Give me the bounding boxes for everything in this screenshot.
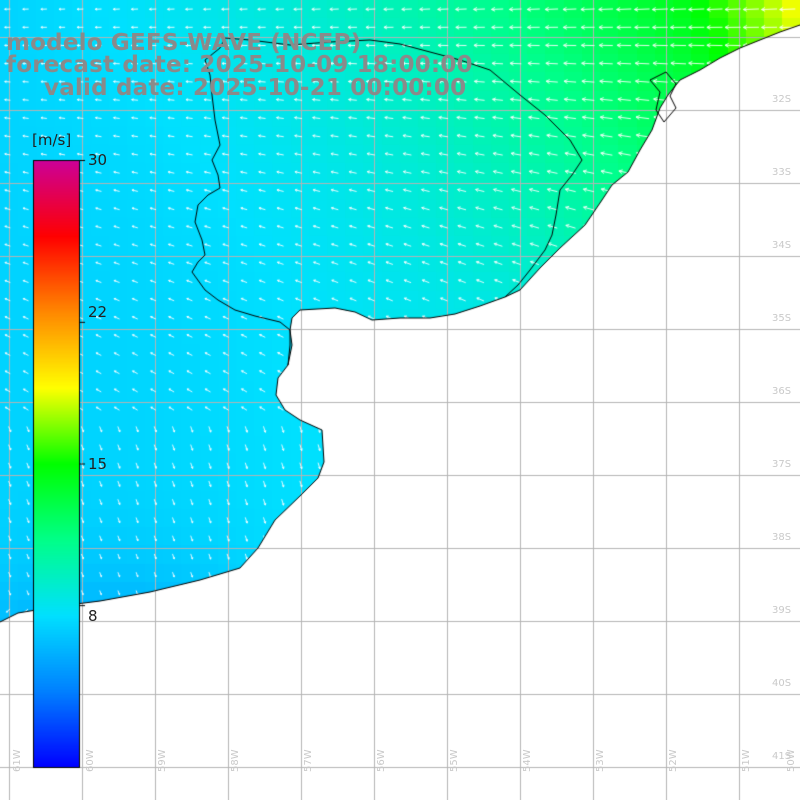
wind-speed-map xyxy=(0,0,800,800)
